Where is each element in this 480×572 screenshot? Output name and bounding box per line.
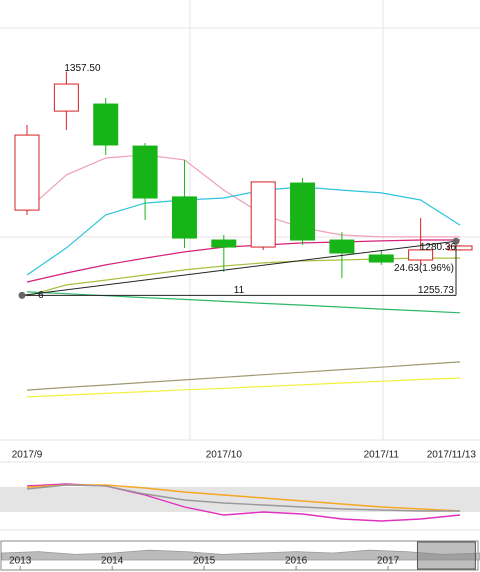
moving-average-line [26,186,461,276]
navigator-tick-label: 2015 [193,556,216,567]
candle-body [53,83,79,112]
measure-start-dot [18,291,26,299]
candle-body [93,103,119,146]
candle-body [447,245,473,251]
moving-average-line [26,361,461,391]
x-tick-label: 2017/9 [12,450,43,461]
candle-body [14,134,40,211]
candle-body [408,249,434,261]
navigator-tick-label: 2014 [101,556,124,567]
moving-average-line [26,239,460,283]
x-tick-label: 2017/11/13 [427,450,477,461]
measure-start-value: 1255.73 [418,285,455,296]
moving-average-line [26,154,460,238]
navigator-tick-label: 2013 [9,556,32,567]
navigator-window [416,541,476,570]
moving-average-line [26,377,461,398]
measure-line [21,240,457,296]
navigator-area [1,549,480,561]
measure-change: 24.63(1.96%) [394,263,454,274]
measure-start-marker: 6 [38,290,44,301]
candle-body [132,145,158,199]
candle-body [171,196,197,239]
candle-body [250,181,276,248]
indicator-line [26,484,460,512]
measure-end-value: 1280.36 [420,242,457,253]
navigator-tick-label: 2016 [285,556,308,567]
measure-end-dot [452,237,460,245]
measure-bar-count: 11 [234,285,245,296]
candle-body [290,182,316,241]
x-tick-label: 2017/10 [206,450,243,461]
price-annotation: 1357.50 [64,63,101,74]
navigator-tick-label: 2017 [377,556,400,567]
candle-body [368,254,394,263]
candle-body [329,239,355,254]
candle-body [211,239,237,248]
indicator-line [26,484,461,512]
x-tick-label: 2017/11 [364,450,400,461]
